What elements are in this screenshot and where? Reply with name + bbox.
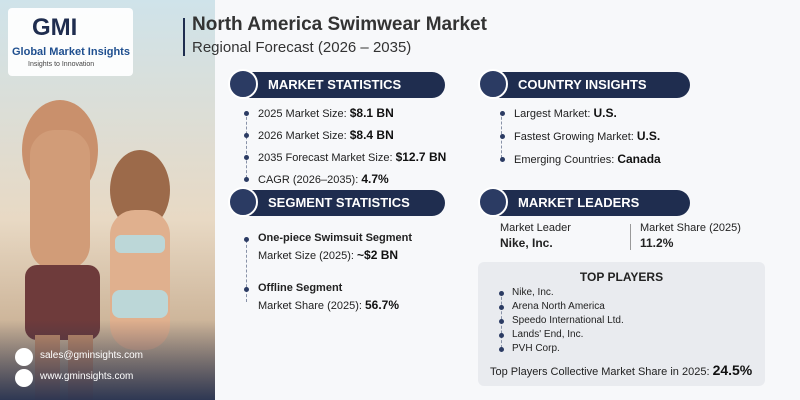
- stat-item: CAGR (2026–2035): 4.7%: [258, 172, 389, 186]
- stat-value: $8.4 BN: [349, 128, 394, 142]
- icon: [478, 187, 508, 217]
- timeline: [246, 112, 247, 178]
- player: Speedo International Ltd.: [512, 315, 624, 326]
- stat-label: Market Share (2025):: [258, 300, 362, 312]
- icon: [478, 69, 508, 99]
- icon: [228, 187, 258, 217]
- stat-item: Fastest Growing Market: U.S.: [514, 129, 660, 143]
- section-title: MARKET LEADERS: [518, 195, 640, 210]
- bullet: [499, 305, 504, 310]
- stat-label: Largest Market:: [514, 108, 591, 120]
- player: PVH Corp.: [512, 343, 560, 354]
- top-players-title: TOP PLAYERS: [579, 270, 664, 284]
- email: sales@gminsights.com: [40, 350, 143, 361]
- bullet: [244, 237, 249, 242]
- section-header: SEGMENT STATISTICS: [228, 187, 445, 217]
- section-title: MARKET STATISTICS: [268, 77, 402, 92]
- leader-label: Market Leader: [500, 222, 571, 234]
- bullet: [244, 177, 249, 182]
- stat-item: 2035 Forecast Market Size: $12.7 BN: [258, 150, 446, 164]
- section-header: MARKET STATISTICS: [228, 69, 445, 99]
- section-title: SEGMENT STATISTICS: [268, 195, 410, 210]
- bullet: [499, 333, 504, 338]
- stat-label: Fastest Growing Market:: [514, 131, 634, 143]
- stat-item: 2026 Market Size: $8.4 BN: [258, 128, 394, 142]
- title: North America Swimwear Market: [192, 14, 487, 35]
- player: Arena North America: [512, 301, 605, 312]
- player: Lands' End, Inc.: [512, 329, 584, 340]
- segment-stat: Market Size (2025): ~$2 BN: [258, 248, 398, 262]
- top-players-box: [478, 262, 765, 386]
- stat-label: CAGR (2026–2035):: [258, 174, 359, 186]
- stat-label: 2026 Market Size:: [258, 130, 347, 142]
- section-header: COUNTRY INSIGHTS: [478, 69, 690, 99]
- player: Nike, Inc.: [512, 287, 554, 298]
- segment-stat: Market Share (2025): 56.7%: [258, 298, 399, 312]
- segment-name: Offline Segment: [258, 282, 343, 294]
- title-rule: [183, 18, 185, 56]
- tagline: Insights to Innovation: [28, 61, 95, 68]
- collective-label: Top Players Collective Market Share in 2…: [490, 366, 710, 378]
- logo: GMI: [32, 14, 78, 41]
- stat-value: 4.7%: [361, 172, 389, 186]
- segment-name: One-piece Swimsuit Segment: [258, 232, 413, 244]
- bullet: [244, 133, 249, 138]
- subtitle: Regional Forecast (2026 – 2035): [192, 39, 412, 56]
- company: Global Market Insights: [12, 46, 130, 58]
- bullet: [500, 157, 505, 162]
- stat-value: Canada: [617, 152, 661, 166]
- stat-value: U.S.: [636, 129, 661, 143]
- stat-item: Emerging Countries: Canada: [514, 152, 661, 166]
- stat-item: 2025 Market Size: $8.1 BN: [258, 106, 394, 120]
- icon: [228, 69, 258, 99]
- logo-box: [8, 8, 133, 76]
- stat-item: Largest Market: U.S.: [514, 106, 617, 120]
- stat-label: Market Size (2025):: [258, 250, 354, 262]
- stat-value: U.S.: [593, 106, 617, 120]
- bullet: [244, 155, 249, 160]
- stat-value: 56.7%: [365, 298, 400, 312]
- bullet: [244, 111, 249, 116]
- bullet: [499, 347, 504, 352]
- collective-value: 24.5%: [712, 362, 753, 378]
- divider: [630, 224, 631, 250]
- section-header: MARKET LEADERS: [478, 187, 690, 217]
- stat-label: 2025 Market Size:: [258, 108, 347, 120]
- stat-label: 2035 Forecast Market Size:: [258, 152, 393, 164]
- collective: Top Players Collective Market Share in 2…: [490, 362, 752, 378]
- bullet: [500, 111, 505, 116]
- bullet: [500, 134, 505, 139]
- website: www.gminsights.com: [40, 371, 134, 382]
- stat-value: $8.1 BN: [349, 106, 394, 120]
- share-label: Market Share (2025): [640, 222, 741, 234]
- bullet: [244, 287, 249, 292]
- stat-value: ~$2 BN: [357, 248, 399, 262]
- timeline: [246, 240, 247, 302]
- leader: Nike, Inc.: [500, 236, 553, 250]
- bullet: [499, 291, 504, 296]
- section-title: COUNTRY INSIGHTS: [518, 77, 647, 92]
- bullet: [499, 319, 504, 324]
- share: 11.2%: [640, 236, 674, 250]
- stat-value: $12.7 BN: [395, 150, 447, 164]
- stat-label: Emerging Countries:: [514, 154, 615, 166]
